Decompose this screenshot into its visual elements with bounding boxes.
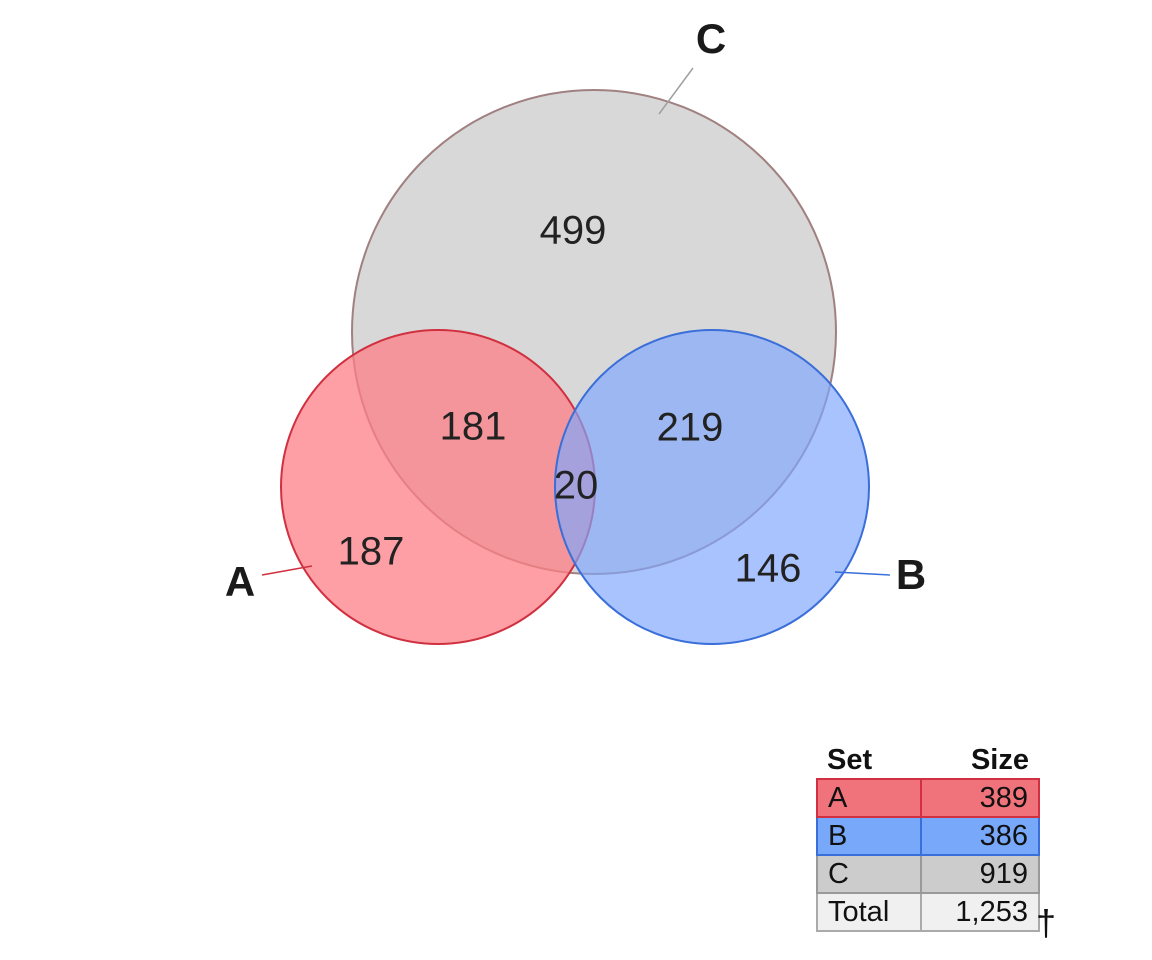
set-a-leader-line (261, 565, 313, 576)
region-c-only-label: 499 (540, 209, 607, 253)
table-row-b: B 386 (816, 816, 1040, 856)
region-a-b-c-label: 20 (554, 464, 599, 508)
region-b-only-label: 146 (735, 547, 802, 591)
set-b-circle (554, 329, 870, 645)
set-size-table: Set Size A 389 B 386 C 919 Total 1,253 (816, 742, 1040, 932)
region-a-c-label: 181 (440, 405, 507, 449)
set-b-leader-line (834, 571, 891, 576)
table-row-c: C 919 (816, 854, 1040, 894)
region-labels: 499 181 219 20 187 146 (338, 209, 802, 591)
set-a-circle (280, 329, 596, 645)
set-column-header: Set (827, 743, 873, 776)
footnote-dagger: † (1036, 902, 1057, 943)
set-name-cell: A (816, 778, 922, 818)
set-c-leader-line (658, 67, 694, 115)
set-size-cell: 919 (920, 854, 1040, 894)
venn-diagram: 499 181 219 20 187 146 A B C (225, 15, 926, 645)
set-size-cell: 386 (920, 816, 1040, 856)
set-c-name: C (696, 15, 726, 62)
table-header-row: Set Size (817, 742, 1039, 779)
set-b-name: B (896, 551, 926, 598)
set-circles (280, 89, 870, 645)
set-size-cell: 389 (920, 778, 1040, 818)
set-name-cell: B (816, 816, 922, 856)
set-name-cell: C (816, 854, 922, 894)
set-a-name: A (225, 558, 255, 605)
set-names: A B C (225, 15, 926, 605)
region-b-c-label: 219 (657, 406, 724, 450)
region-a-only-label: 187 (338, 530, 405, 574)
leader-lines (261, 67, 891, 576)
size-column-header: Size (970, 743, 1029, 776)
total-label-cell: Total (816, 892, 922, 932)
total-value-cell: 1,253 (920, 892, 1040, 932)
table-row-total: Total 1,253 (816, 892, 1040, 932)
table-row-a: A 389 (816, 778, 1040, 818)
